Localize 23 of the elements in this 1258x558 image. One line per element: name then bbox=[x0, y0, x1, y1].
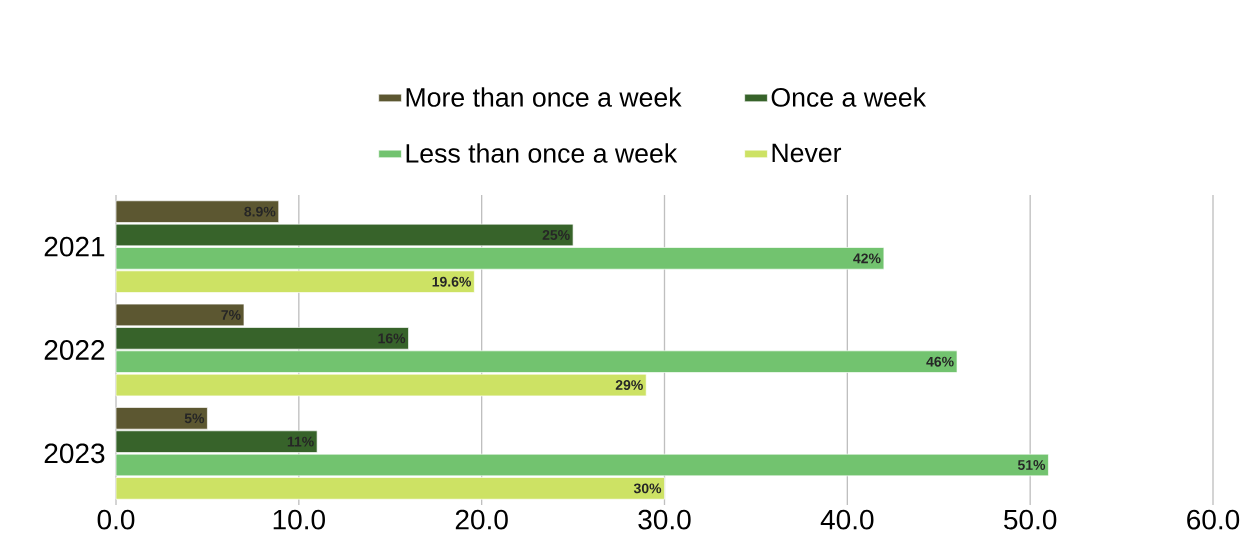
legend-label: Once a week bbox=[771, 87, 927, 107]
x-tick-label: 10.0 bbox=[273, 509, 325, 530]
data-label: 16% bbox=[378, 333, 406, 344]
data-label: 29% bbox=[615, 380, 643, 390]
y-tick-label: 2023 bbox=[44, 443, 105, 464]
data-label: 51% bbox=[1017, 460, 1046, 470]
x-tick-label: 0.0 bbox=[97, 509, 135, 530]
y-tick-label: 2022 bbox=[44, 340, 105, 360]
data-label: 46% bbox=[926, 356, 954, 367]
x-tick-label: 20.0 bbox=[455, 509, 508, 530]
legend-label: Never bbox=[772, 143, 842, 163]
y-tick-label: 2021 bbox=[44, 236, 105, 257]
data-label: 25% bbox=[542, 230, 570, 240]
data-label: 42% bbox=[853, 253, 881, 264]
x-tick-label: 50.0 bbox=[1004, 509, 1057, 530]
data-label: 19.6% bbox=[432, 276, 472, 287]
data-label: 11% bbox=[287, 436, 314, 447]
data-label: 30% bbox=[633, 483, 662, 494]
x-tick-label: 40.0 bbox=[820, 509, 874, 530]
legend-label: Less than once a week bbox=[406, 143, 678, 163]
x-tick-label: 30.0 bbox=[638, 509, 691, 530]
legend-label: More than once a week bbox=[406, 87, 682, 107]
x-tick-label: 60.0 bbox=[1187, 509, 1240, 530]
